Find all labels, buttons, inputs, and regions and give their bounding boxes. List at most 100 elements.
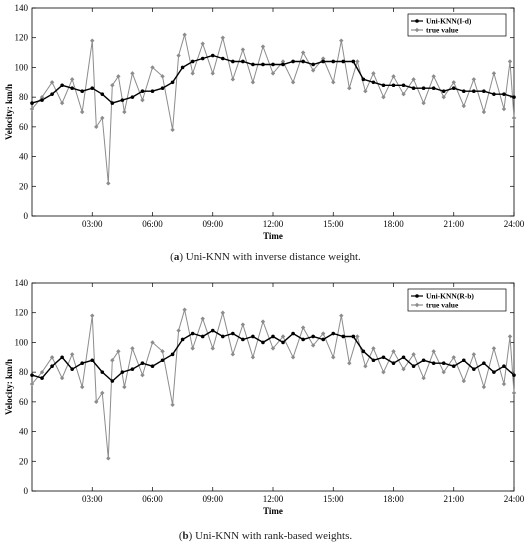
series-point-0 — [401, 355, 406, 360]
legend-box — [407, 288, 507, 312]
series-point-1 — [100, 115, 105, 121]
series-point-1 — [290, 80, 296, 85]
series-point-0 — [381, 355, 386, 360]
series-point-0 — [311, 62, 315, 67]
x-tick-label: 09:00 — [202, 219, 223, 229]
series-point-0 — [411, 86, 416, 91]
series-point-1 — [94, 124, 99, 130]
series-point-1 — [190, 71, 195, 76]
series-point-1 — [59, 375, 65, 381]
series-point-1 — [331, 355, 336, 360]
series-point-0 — [180, 65, 185, 70]
series-point-0 — [502, 92, 506, 96]
series-point-0 — [110, 101, 115, 105]
series-point-1 — [451, 80, 456, 85]
series-point-1 — [421, 100, 426, 106]
series-point-1 — [431, 349, 436, 354]
series-point-1 — [69, 77, 75, 82]
series-point-0 — [311, 334, 315, 339]
series-point-0 — [431, 361, 436, 366]
x-tick-label: 21:00 — [443, 494, 464, 504]
series-point-1 — [355, 334, 360, 339]
x-tick-label: 09:00 — [202, 494, 223, 504]
series-point-1 — [300, 50, 306, 55]
series-point-1 — [200, 41, 205, 46]
series-point-0 — [170, 80, 175, 85]
series-point-0 — [502, 364, 506, 368]
series-point-0 — [291, 331, 295, 336]
series-point-1 — [39, 369, 45, 375]
series-point-1 — [140, 372, 145, 378]
series-point-1 — [210, 71, 215, 76]
series-point-1 — [90, 313, 95, 318]
series-point-0 — [512, 95, 516, 99]
y-tick-label: 0 — [24, 211, 29, 221]
series-point-1 — [220, 35, 225, 40]
series-point-1 — [270, 71, 276, 76]
series-point-0 — [200, 56, 205, 61]
series-point-0 — [140, 361, 145, 366]
series-point-1 — [170, 127, 175, 133]
series-point-0 — [160, 358, 165, 363]
series-point-1 — [471, 77, 477, 82]
series-point-1 — [300, 325, 306, 330]
legend-box — [407, 13, 507, 37]
series-point-1 — [80, 109, 85, 115]
series-point-0 — [341, 334, 346, 339]
x-tick-label: 15:00 — [323, 219, 344, 229]
series-point-0 — [492, 92, 496, 96]
series-point-0 — [361, 349, 366, 354]
series-point-0 — [391, 361, 396, 366]
series-point-0 — [291, 59, 295, 64]
series-point-0 — [30, 373, 34, 377]
legend-label: Uni-KNN(R-b) — [426, 292, 474, 301]
series-point-0 — [441, 361, 446, 366]
series-point-0 — [70, 367, 74, 371]
series-point-1 — [270, 346, 276, 351]
plot-frame — [31, 282, 515, 492]
caption-b: (b) Uni-KNN with rank-based weights. — [178, 530, 353, 542]
series-point-0 — [301, 337, 305, 342]
series-point-1 — [100, 390, 105, 396]
series-point-0 — [210, 53, 215, 58]
series-point-0 — [80, 361, 85, 366]
series-point-1 — [49, 80, 55, 85]
series-point-0 — [492, 370, 496, 374]
series-point-1 — [182, 32, 187, 37]
x-tick-label: 03:00 — [82, 494, 103, 504]
legend-label: true value — [426, 26, 459, 35]
series-point-0 — [190, 59, 195, 64]
series-line-1 — [31, 309, 515, 459]
series-point-1 — [481, 109, 487, 115]
series-point-1 — [391, 74, 396, 79]
series-point-1 — [431, 74, 436, 79]
series-point-1 — [290, 355, 296, 360]
series-point-1 — [240, 322, 246, 327]
y-tick-label: 20 — [19, 181, 29, 191]
series-point-0 — [411, 364, 416, 368]
caption-a-label: a — [173, 251, 180, 263]
series-point-1 — [511, 115, 517, 121]
y-tick-label: 60 — [19, 397, 29, 407]
series-point-1 — [451, 355, 456, 360]
series-point-0 — [160, 86, 165, 91]
series-point-0 — [70, 86, 74, 91]
y-tick-label: 140 — [15, 3, 29, 13]
series-point-0 — [220, 56, 225, 61]
series-point-0 — [281, 340, 285, 345]
series-point-1 — [130, 346, 135, 351]
series-point-0 — [421, 86, 426, 91]
series-point-0 — [120, 370, 125, 374]
series-point-0 — [331, 331, 336, 336]
series-point-1 — [507, 334, 513, 339]
series-point-1 — [511, 390, 517, 396]
x-tick-label: 18:00 — [383, 494, 404, 504]
series-point-0 — [100, 370, 105, 374]
series-point-0 — [60, 355, 64, 360]
series-point-1 — [471, 352, 477, 357]
series-point-0 — [150, 364, 155, 368]
y-axis-title: Velocity: km/h — [4, 359, 14, 415]
series-point-1 — [339, 313, 344, 318]
series-point-1 — [347, 86, 352, 91]
series-point-1 — [130, 71, 135, 76]
